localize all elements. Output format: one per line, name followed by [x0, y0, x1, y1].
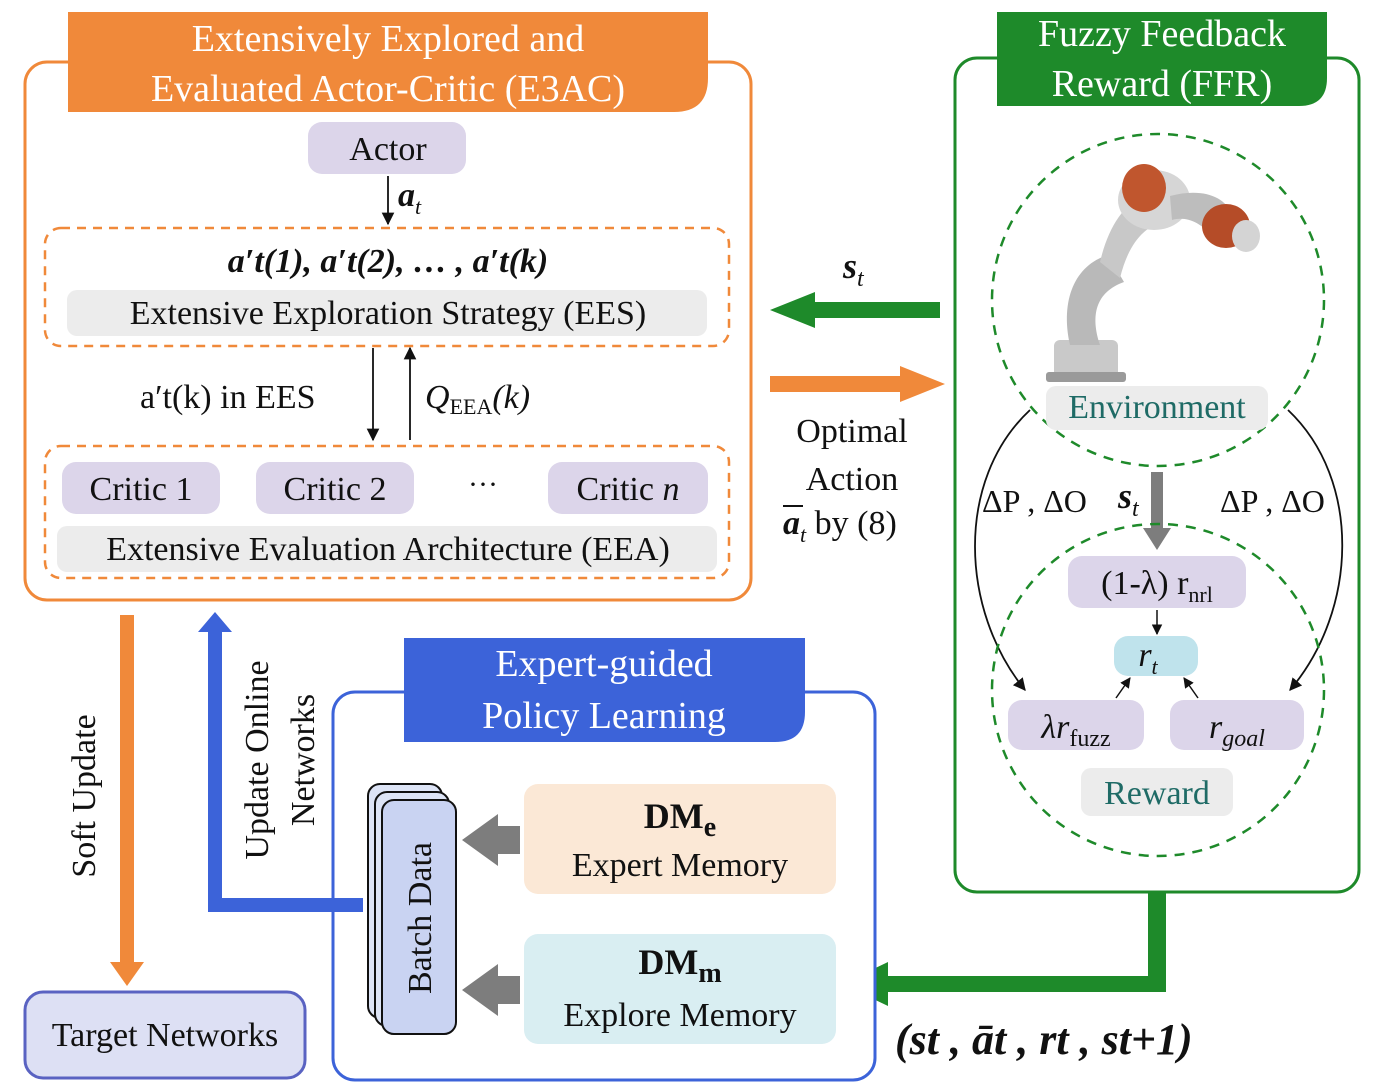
update-online-line1: Update Online — [239, 660, 276, 859]
environment-circle — [990, 132, 1326, 468]
soft-update-label: Soft Update — [66, 714, 103, 877]
right-curve-arrow — [1287, 409, 1344, 691]
rnrl-label: (1-λ) rnrl — [1101, 565, 1213, 607]
critic-1-label: Critic 1 — [90, 471, 193, 508]
explore-memory-box — [524, 934, 836, 1044]
action-label: at — [398, 177, 422, 219]
ees-region — [43, 226, 731, 348]
soft-update-arrow — [110, 615, 144, 986]
critic-2-box — [256, 462, 414, 514]
critic-ellipsis: ··· — [468, 468, 498, 501]
epl-title-line1: Expert-guided — [495, 643, 712, 685]
dmm-title: DMm — [638, 942, 721, 989]
ffr-title-line1: Fuzzy Feedback — [1038, 13, 1286, 55]
rfuzz-label: λrfuzz — [1040, 709, 1110, 752]
ffr-title-line2: Reward (FFR) — [1052, 63, 1273, 105]
ffr-title-tab — [997, 12, 1327, 106]
reward-label: Reward — [1104, 775, 1210, 812]
q-eea-label: QEEA(k) — [425, 379, 530, 419]
ees-label-box — [67, 290, 707, 336]
critic-n-box — [548, 462, 708, 514]
explore-memory-label: Explore Memory — [563, 997, 796, 1034]
rgoal-label: rgoal — [1209, 709, 1265, 752]
batch-data-label: Batch Data — [402, 842, 439, 994]
e3ac-title-line1: Extensively Explored and — [192, 18, 585, 60]
ees-actions: a′t(1), a′t(2), … , a′t(k) — [228, 243, 548, 280]
middle-state-label: st — [842, 246, 865, 292]
critic-1-box — [62, 462, 220, 514]
explore-to-batch-arrow — [462, 964, 520, 1016]
rfuzz-box — [1008, 700, 1144, 750]
eea-region — [43, 444, 731, 580]
transition-tuple: (st , āt , rt , st+1) — [895, 1015, 1193, 1064]
rt-box — [1114, 636, 1198, 676]
ees-label: Extensive Exploration Strategy (EES) — [130, 295, 647, 332]
rgoal-box — [1170, 700, 1304, 750]
actor-box — [308, 122, 466, 174]
state-arrow-gray-shaft — [1151, 472, 1163, 528]
rt-label: rt — [1138, 637, 1158, 679]
action-arrow-orange — [770, 366, 945, 402]
delta-right-label: ΔP , ΔO — [1220, 483, 1325, 519]
rnrl-box — [1068, 556, 1246, 608]
robot-arm-icon — [1046, 164, 1260, 382]
dme-title: DMe — [644, 796, 716, 843]
batch-data-stack — [367, 783, 457, 1035]
eea-label-box — [57, 526, 717, 572]
critic-2-label: Critic 2 — [284, 471, 387, 508]
middle-flow: st Optimal Action at by (8) — [770, 246, 945, 547]
target-networks-label: Target Networks — [52, 1017, 278, 1054]
e3ac-panel: Extensively Explored and Evaluated Actor… — [23, 12, 753, 602]
eea-label: Extensive Evaluation Architecture (EEA) — [106, 531, 670, 568]
optimal-line1: Optimal — [796, 413, 907, 450]
left-curve-arrow — [974, 409, 1031, 691]
environment-label-box — [1046, 386, 1268, 430]
update-online-arrow — [198, 612, 363, 912]
ees-to-eea-label: a′t(k) in EES — [140, 379, 316, 416]
epl-title-line2: Policy Learning — [482, 695, 726, 737]
environment-label: Environment — [1068, 389, 1246, 426]
target-networks-box — [23, 990, 307, 1080]
epl-title-tab — [404, 638, 805, 742]
reward-label-box — [1081, 768, 1233, 816]
optimal-line2: Action — [806, 461, 899, 498]
reward-circle — [990, 522, 1326, 858]
state-arrow-green — [770, 292, 940, 328]
e3ac-title-tab — [68, 12, 708, 112]
actor-label: Actor — [349, 131, 427, 168]
ffr-state-label: st — [1117, 476, 1140, 522]
ffr-panel: Fuzzy Feedback Reward (FFR) Environment … — [953, 12, 1361, 894]
e3ac-title-line2: Evaluated Actor-Critic (E3AC) — [151, 68, 625, 110]
epl-panel: Expert-guided Policy Learning Batch Data… — [331, 638, 877, 1082]
optimal-line3: at by (8) — [783, 505, 897, 547]
expert-to-batch-arrow — [462, 814, 520, 866]
ffr-to-memory-arrow — [842, 892, 1166, 1006]
critic-n-label: Critic n — [577, 471, 680, 508]
expert-memory-label: Expert Memory — [572, 847, 788, 884]
update-online-line2: Networks — [285, 694, 322, 826]
rfuzz-to-rt-arrow — [1115, 677, 1131, 699]
expert-memory-box — [524, 784, 836, 894]
delta-left-label: ΔP , ΔO — [982, 483, 1087, 519]
rgoal-to-rt-arrow — [1183, 677, 1199, 699]
state-arrow-gray-head — [1143, 528, 1171, 550]
